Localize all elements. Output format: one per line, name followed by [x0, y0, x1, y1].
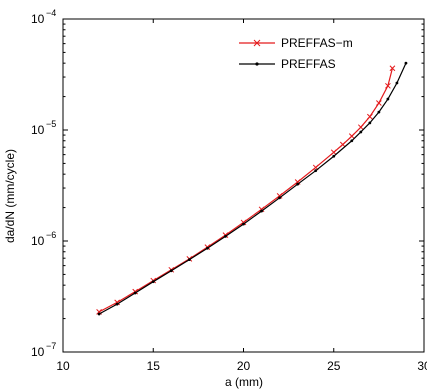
data-point	[377, 110, 381, 114]
data-point	[187, 258, 191, 261]
series-layer	[96, 61, 408, 316]
series-line-1	[98, 62, 407, 315]
data-point	[169, 269, 173, 273]
y-tick-label-exponent: −5	[46, 119, 56, 129]
data-point	[376, 100, 382, 106]
data-point	[115, 302, 119, 306]
data-point	[276, 193, 283, 199]
y-axis-label: da/dN (mm/cycle)	[3, 149, 17, 243]
x-tick-label: 20	[237, 359, 251, 373]
data-point	[242, 222, 245, 226]
y-tick-label: 10	[31, 12, 45, 26]
y-tick-label-exponent: −4	[46, 8, 56, 18]
data-point	[339, 141, 346, 148]
data-point	[366, 113, 373, 120]
data-point	[332, 154, 336, 158]
data-point	[314, 169, 318, 173]
data-point	[133, 291, 137, 295]
data-point	[357, 124, 364, 131]
data-point	[386, 97, 390, 101]
legend-marker	[255, 62, 259, 66]
y-tick-label-exponent: −7	[46, 341, 56, 351]
data-point	[395, 81, 399, 85]
data-point	[359, 130, 363, 134]
data-point	[258, 206, 265, 213]
data-point	[224, 235, 227, 238]
y-tick-label: 10	[31, 123, 45, 137]
data-point	[97, 312, 101, 316]
y-tick-label-exponent: −6	[46, 230, 56, 240]
x-axis-label: a (mm)	[225, 375, 263, 389]
legend-marker	[253, 39, 261, 47]
data-point	[368, 121, 372, 125]
data-point	[240, 219, 247, 226]
data-point	[260, 209, 263, 213]
y-tick-label: 10	[31, 345, 45, 359]
data-point	[330, 149, 337, 156]
ticks-layer: 101520253010−710−610−510−4	[31, 8, 427, 373]
data-point	[278, 196, 281, 200]
data-point	[389, 65, 396, 72]
legend-label: PREFFAS−m	[281, 36, 353, 50]
x-tick-label: 15	[147, 359, 161, 373]
data-point	[206, 246, 209, 250]
data-point	[404, 61, 408, 65]
data-point	[385, 82, 391, 89]
legend-label: PREFFAS	[281, 57, 336, 71]
x-tick-label: 25	[327, 359, 341, 373]
data-point	[348, 133, 355, 140]
series-line-0	[98, 68, 393, 313]
data-point	[296, 182, 300, 186]
data-point	[114, 299, 121, 306]
y-tick-label: 10	[31, 234, 45, 248]
data-point	[151, 280, 155, 284]
legend: PREFFAS−m PREFFAS	[239, 36, 353, 71]
data-point	[350, 139, 354, 143]
x-tick-label: 10	[56, 359, 70, 373]
x-tick-label: 30	[417, 359, 427, 373]
